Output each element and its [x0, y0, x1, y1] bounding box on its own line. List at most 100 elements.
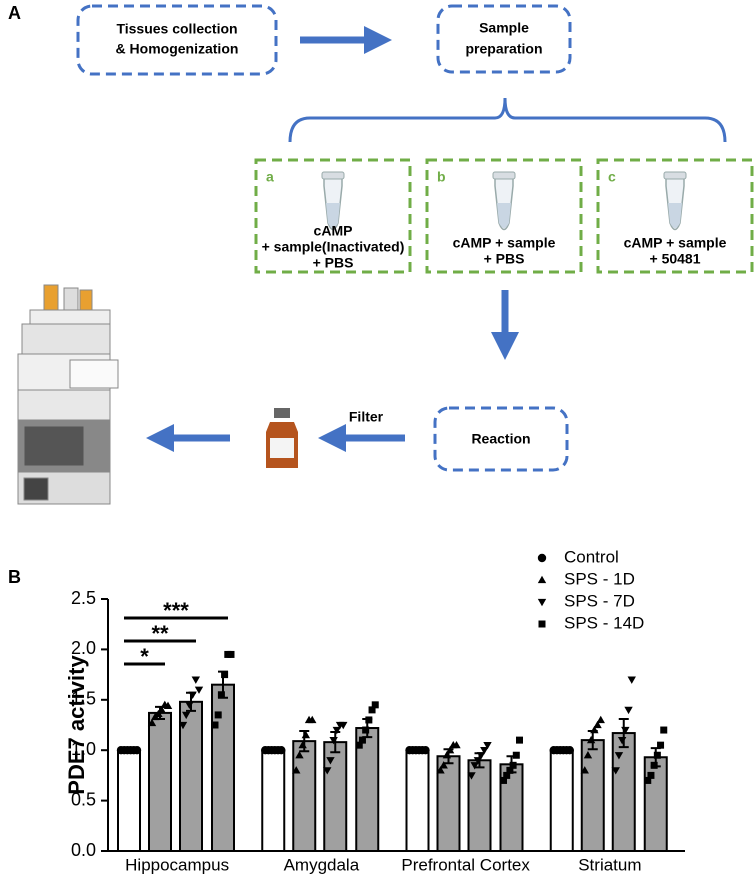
point	[516, 736, 523, 744]
point	[157, 705, 166, 714]
condition-letter: a	[266, 169, 274, 185]
point	[650, 761, 658, 769]
condition-letter: c	[608, 169, 616, 185]
y-tick-label: 0.5	[71, 789, 96, 809]
condition-text: + 50481	[650, 251, 701, 267]
panel-label: B	[8, 567, 21, 587]
point	[326, 757, 335, 765]
condition-letter: b	[437, 169, 446, 185]
point	[565, 746, 574, 755]
bar	[405, 749, 430, 853]
point	[154, 709, 163, 718]
step-text: Tissues collection	[116, 21, 237, 37]
point	[185, 701, 194, 710]
point	[301, 730, 311, 739]
legend-marker	[537, 598, 547, 607]
error-bar	[618, 717, 629, 749]
condition-text: cAMP + sample	[453, 235, 556, 251]
x-tick-label: Prefrontal Cortex	[401, 855, 530, 874]
filter-label: Filter	[349, 409, 384, 425]
point	[217, 691, 225, 699]
bar	[261, 749, 286, 853]
point	[509, 761, 517, 769]
point	[308, 715, 317, 724]
legend-label: SPS - 7D	[564, 591, 635, 610]
point	[653, 751, 661, 759]
y-axis-label: PDE7 activity	[64, 655, 89, 795]
point	[191, 676, 200, 684]
point	[436, 766, 445, 774]
x-tick-label: Striatum	[578, 855, 641, 874]
point	[624, 706, 633, 715]
bar	[211, 683, 235, 852]
point	[621, 726, 630, 735]
point	[596, 715, 605, 724]
step-text: Reaction	[471, 431, 530, 447]
point	[480, 747, 489, 755]
point	[583, 751, 593, 759]
point	[292, 766, 301, 774]
point	[586, 735, 596, 744]
y-tick-label: 0.0	[71, 840, 96, 860]
point	[358, 736, 366, 744]
tube-icon	[492, 171, 516, 231]
condition-box	[254, 158, 412, 274]
point	[500, 776, 507, 784]
point	[329, 736, 338, 745]
point	[580, 766, 589, 774]
error-bar	[330, 731, 341, 754]
point	[214, 711, 222, 719]
step-text: Sample	[479, 20, 529, 36]
point	[368, 706, 376, 714]
point	[627, 676, 636, 684]
y-tick-label: 2.0	[71, 638, 96, 658]
point	[323, 767, 332, 775]
point	[365, 716, 373, 724]
point	[503, 771, 511, 779]
point	[476, 752, 486, 760]
point	[439, 761, 448, 769]
point	[644, 776, 652, 784]
legend-marker	[538, 620, 546, 628]
condition-box	[596, 158, 754, 274]
y-tick-label: 1.0	[71, 739, 96, 759]
bar	[117, 749, 141, 853]
point	[227, 650, 235, 658]
vial-icon	[266, 408, 298, 468]
point	[178, 721, 188, 730]
point	[442, 751, 452, 759]
point	[657, 741, 665, 749]
panel-label: A	[8, 3, 21, 23]
point	[132, 746, 142, 755]
point	[188, 691, 197, 699]
point	[277, 746, 286, 755]
bar	[549, 749, 574, 853]
legend-marker	[537, 575, 547, 584]
significance-label: **	[151, 621, 169, 646]
x-tick-label: Hippocampus	[125, 855, 229, 874]
significance-label: *	[140, 644, 149, 669]
step-text: preparation	[465, 41, 542, 57]
point	[647, 771, 655, 779]
point	[295, 751, 304, 759]
bar	[611, 732, 636, 853]
point	[194, 686, 204, 694]
point	[590, 725, 599, 734]
step-box	[433, 406, 569, 472]
point	[339, 721, 348, 730]
point	[473, 757, 483, 765]
point	[470, 762, 479, 770]
point	[617, 736, 627, 745]
legend-label: SPS - 14D	[564, 613, 644, 632]
point	[182, 711, 191, 720]
y-tick-label: 2.5	[71, 588, 96, 608]
legend-marker	[537, 553, 547, 563]
point	[147, 718, 157, 727]
hplc-icon	[17, 284, 119, 505]
legend-label: SPS - 1D	[564, 569, 635, 588]
point	[332, 726, 342, 735]
step-box	[436, 4, 572, 74]
y-tick-label: 1.5	[71, 689, 96, 709]
condition-text: + PBS	[313, 255, 354, 271]
bar	[643, 756, 668, 852]
